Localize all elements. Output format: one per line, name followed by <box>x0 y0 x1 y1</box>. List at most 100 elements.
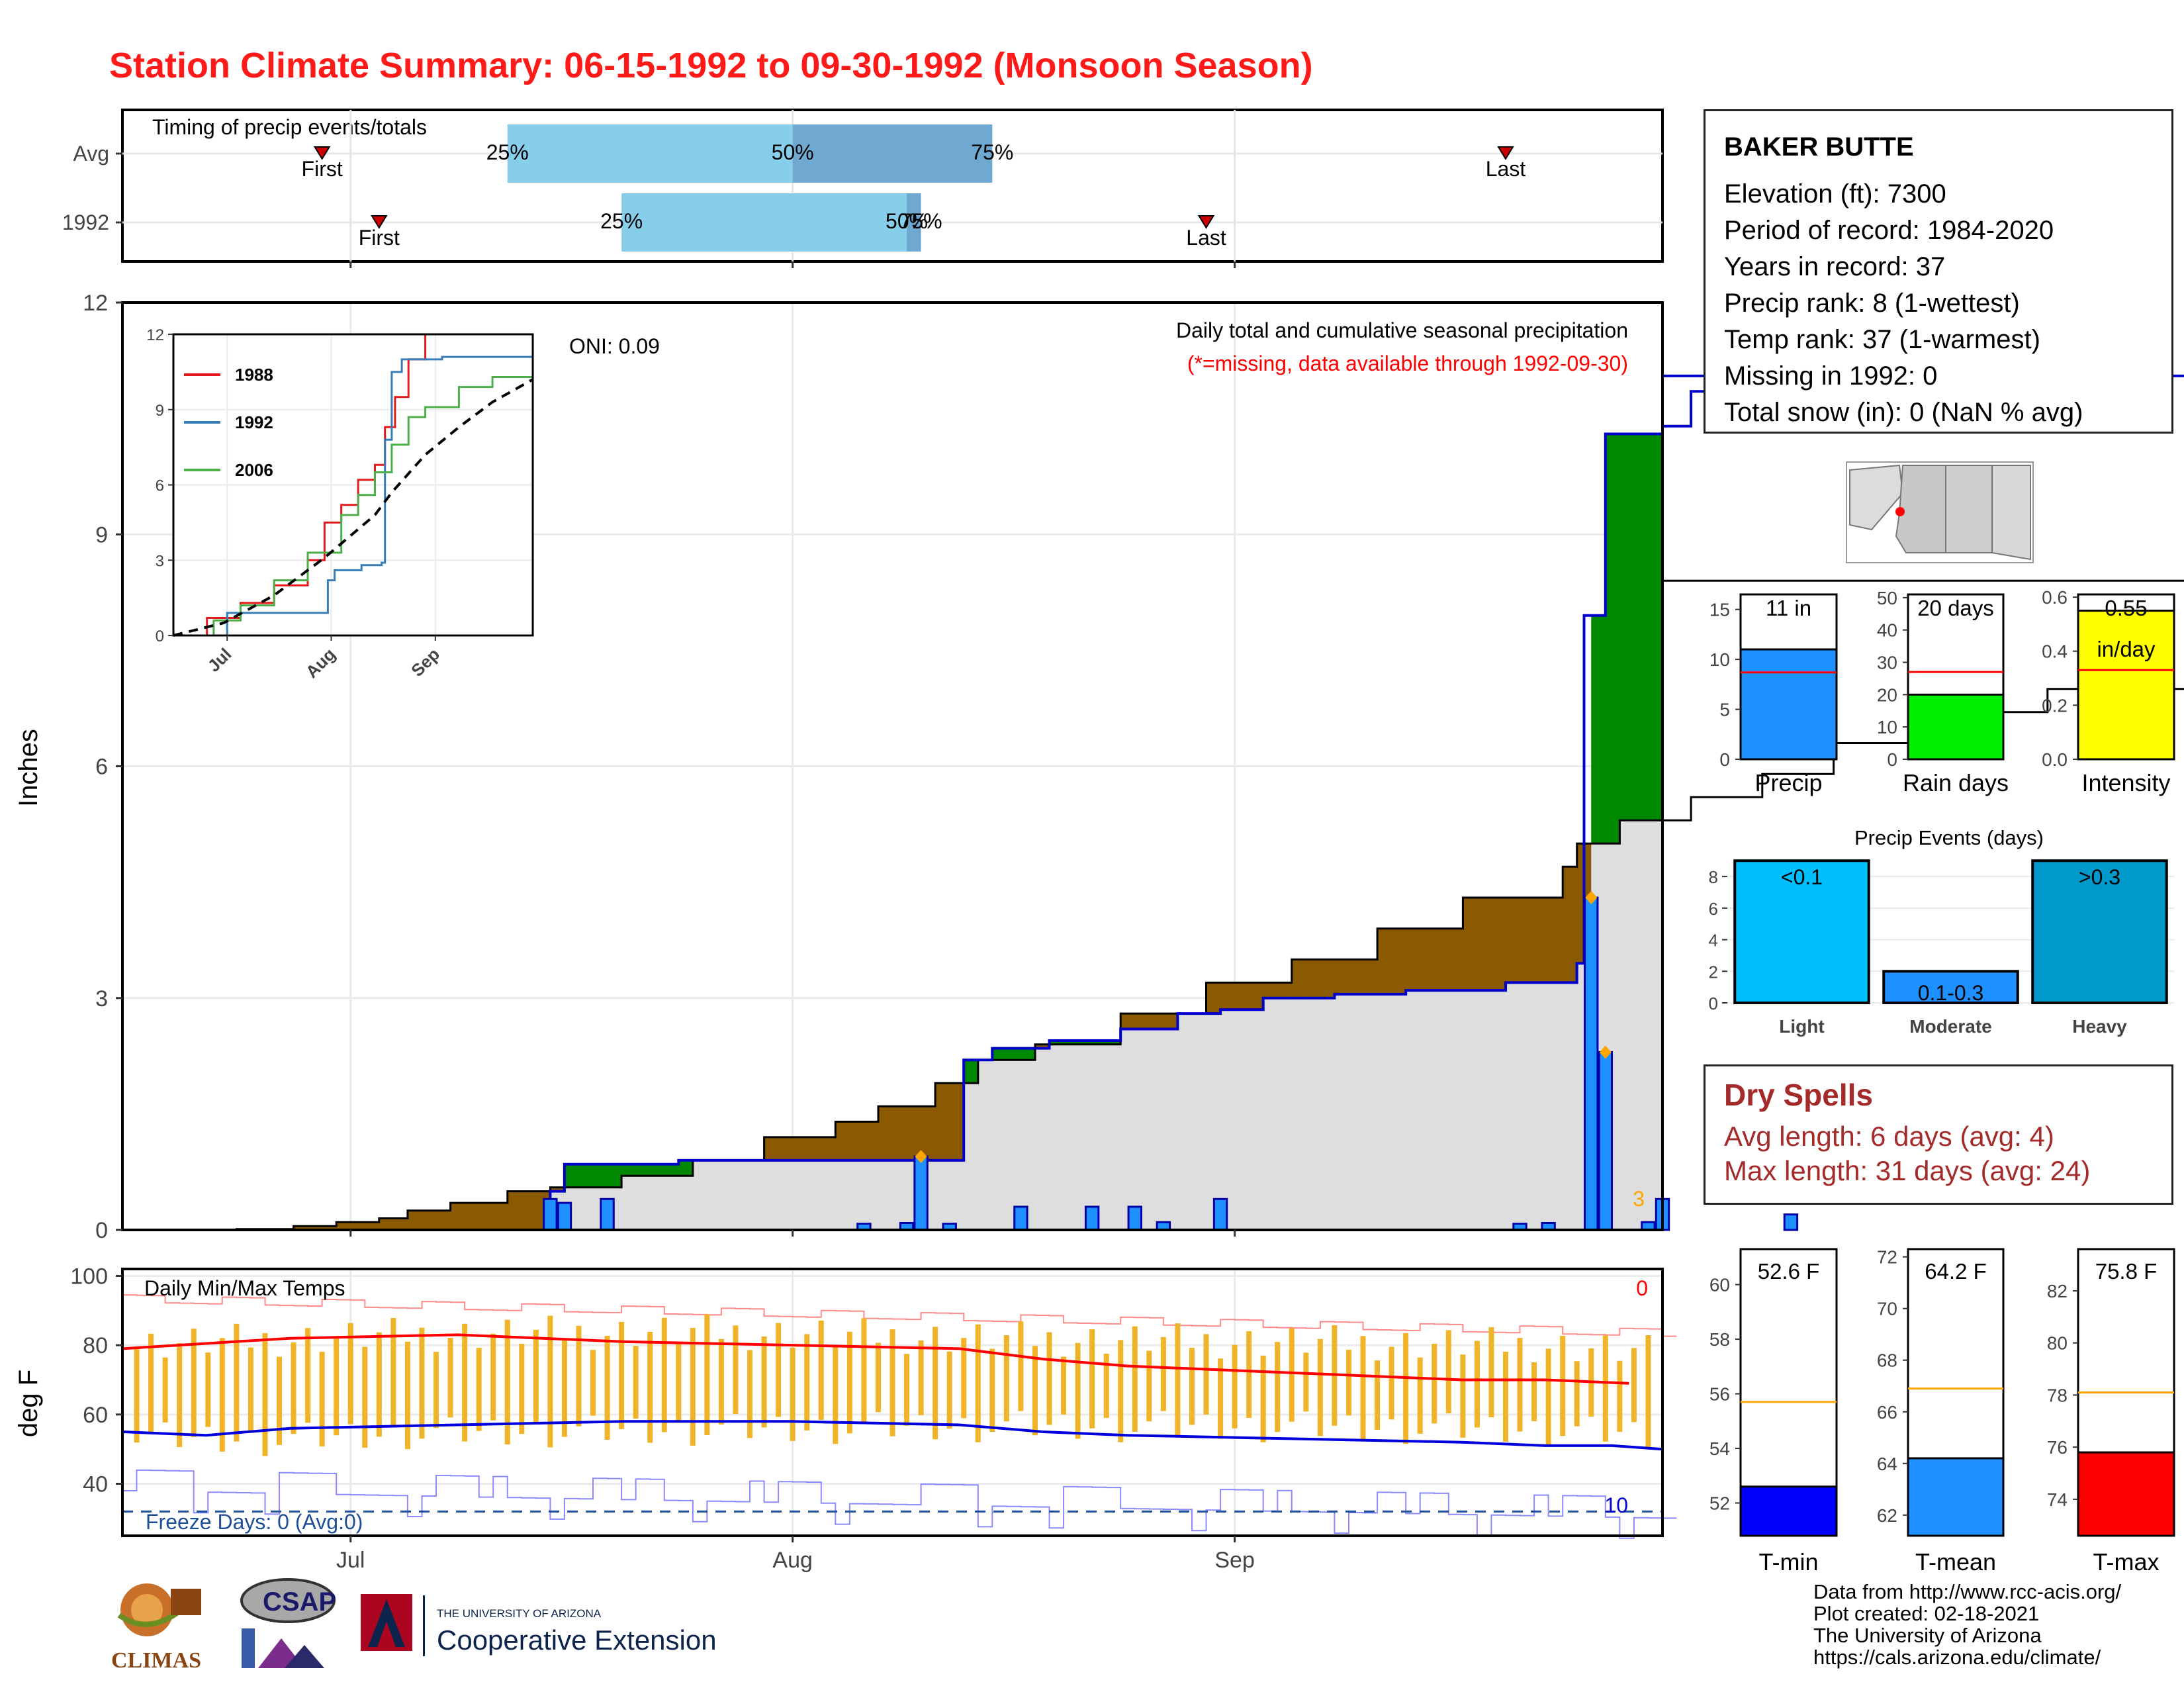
precip-difference-band <box>522 1191 537 1230</box>
chart-title: Station Climate Summary: 06-15-1992 to 0… <box>109 46 1313 85</box>
temp-summary-ytick-label: 62 <box>1877 1505 1897 1526</box>
inset-line-avg <box>173 378 533 637</box>
precip-difference-band <box>593 1164 608 1188</box>
precip-difference-band <box>1363 959 1378 994</box>
summary-bar-ytick-label: 0 <box>1719 749 1730 770</box>
x-axis-label-sep: Sep <box>1214 1548 1255 1573</box>
temp-summary-label-1: T-mean <box>1915 1548 1996 1575</box>
temp-panel-title: Daily Min/Max Temps <box>144 1276 345 1300</box>
precip-ytick-label-0: 0 <box>95 1218 108 1243</box>
temp-avg-tmin-line <box>122 1420 1663 1451</box>
precip-difference-band <box>1021 1048 1036 1060</box>
precip-difference-band <box>1534 897 1549 983</box>
precip-difference-band <box>379 1218 394 1230</box>
timing-label-25: 25% <box>600 209 643 233</box>
inset-legend-label-2006: 2006 <box>235 460 273 480</box>
inset-ytick-label-0: 0 <box>156 628 164 645</box>
temp-summary-ytick-label: 78 <box>2047 1385 2068 1405</box>
temp-ytick-label-40: 40 <box>83 1472 108 1497</box>
precip-events-bar-label-2: >0.3 <box>2079 865 2120 889</box>
precip-difference-band <box>1463 897 1478 991</box>
precip-difference-band <box>792 1137 807 1160</box>
precip-events-ytick-label-4: 4 <box>1709 931 1718 951</box>
precip-difference-band <box>621 1164 637 1176</box>
inset-line-2006 <box>173 371 534 637</box>
precip-events-ytick-label-8: 8 <box>1709 867 1718 887</box>
precip-difference-band <box>564 1164 580 1188</box>
precip-difference-band <box>907 1106 922 1160</box>
precip-difference-band <box>365 1222 380 1230</box>
precip-difference-band <box>407 1210 423 1230</box>
timing-marker-last <box>1197 215 1215 229</box>
precip-difference-band <box>1420 928 1435 991</box>
temp-ytick-label-100: 100 <box>70 1264 108 1289</box>
temp-summary-ytick-label: 64 <box>1877 1454 1897 1474</box>
station-info-box: BAKER BUTTE Elevation (ft): 7300 Period … <box>1704 109 2173 434</box>
precip-difference-band <box>465 1203 480 1230</box>
precip-difference-band <box>1505 897 1521 983</box>
precip-events-category-moderate: Moderate <box>1909 1016 1991 1037</box>
timing-bar-50-75 <box>792 124 993 183</box>
inset-line-1988 <box>173 333 533 637</box>
temp-summary-label-2: T-max <box>2093 1548 2159 1575</box>
locator-map-neighbor-state <box>1849 464 1904 531</box>
precip-difference-band <box>1220 982 1236 1010</box>
precip-difference-band <box>1134 1013 1150 1029</box>
precip-difference-band <box>878 1106 893 1160</box>
temp-summary-bar-t-mean <box>1907 1457 2005 1537</box>
timing-label-25: 25% <box>486 140 529 164</box>
timing-label-last: Last <box>1486 157 1526 181</box>
summary-bar-ytick-label: 20 <box>1877 684 1897 705</box>
temp-ytick-label-60: 60 <box>83 1403 108 1428</box>
precip-daily-bar <box>557 1201 572 1231</box>
temp-hot-count: 0 <box>1636 1276 1648 1300</box>
precip-difference-band <box>1434 928 1449 991</box>
precip-difference-band <box>921 1106 936 1160</box>
credit-university: The University of Arizona <box>1813 1624 2042 1647</box>
precip-difference-band <box>964 1060 979 1084</box>
precip-difference-band <box>436 1210 451 1230</box>
precip-difference-band <box>1633 434 1649 821</box>
precip-daily-bar <box>1584 896 1599 1231</box>
precip-difference-band <box>1348 959 1364 994</box>
temp-summary-ytick-label: 82 <box>2047 1281 2068 1301</box>
dry-spells-max-length: Max length: 31 days (avg: 24) <box>1724 1155 2091 1186</box>
precip-difference-band <box>1206 982 1221 1014</box>
temp-summary-ytick-label: 58 <box>1709 1329 1730 1350</box>
temp-axis-label: deg F <box>14 1370 43 1437</box>
precip-difference-band <box>1563 867 1578 983</box>
ua-logo-icon <box>361 1594 425 1656</box>
summary-bar-value-label2-2: in/day <box>2097 637 2156 661</box>
timing-label-50: 50% <box>772 140 814 164</box>
climas-logo-icon <box>117 1583 201 1636</box>
precip-difference-band <box>1006 1048 1022 1060</box>
precip-oni: ONI: 0.09 <box>569 334 660 358</box>
precip-difference-band <box>1320 959 1336 998</box>
station-snow: Total snow (in): 0 (NaN % avg) <box>1724 398 2083 427</box>
precip-difference-band <box>550 1187 565 1192</box>
precip-difference-band <box>322 1226 337 1230</box>
precip-events-bar-label-0: <0.1 <box>1781 865 1823 889</box>
timing-label-first: First <box>302 157 343 181</box>
timing-row-label-1: 1992 <box>62 211 109 234</box>
precip-difference-band <box>1391 928 1406 994</box>
precip-events-ytick-label-2: 2 <box>1709 962 1718 982</box>
precip-difference-band <box>1249 982 1264 1010</box>
precip-difference-band <box>478 1203 494 1230</box>
summary-bar-value-1 <box>1907 693 2005 761</box>
summary-bar-value-label-0: 11 in <box>1766 596 1811 620</box>
station-years: Years in record: 37 <box>1724 252 1946 281</box>
timing-marker-first <box>313 146 331 160</box>
precip-difference-band <box>1334 959 1349 994</box>
timing-marker-last <box>1497 146 1514 160</box>
temp-record-low-line <box>122 1469 1677 1539</box>
summary-bar-label-2: Intensity <box>2081 769 2170 796</box>
precip-difference-band <box>1277 982 1293 998</box>
precip-difference-band <box>507 1191 522 1230</box>
locator-map-station-dot <box>1895 507 1905 516</box>
precip-difference-band <box>1034 1044 1050 1049</box>
precip-daily-bar <box>1783 1213 1799 1231</box>
station-missing: Missing in 1992: 0 <box>1724 361 1938 391</box>
precip-difference-band <box>450 1203 465 1230</box>
inset-ytick-label-12: 12 <box>146 326 164 344</box>
